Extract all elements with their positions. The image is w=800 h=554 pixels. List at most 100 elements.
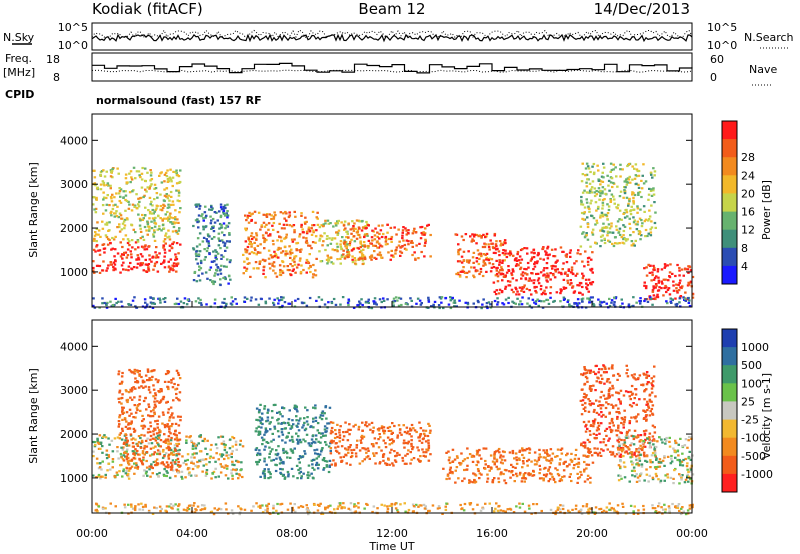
echo-cell bbox=[583, 468, 586, 471]
echo-cell bbox=[681, 452, 684, 455]
colorbar-tick-label: 28 bbox=[741, 151, 755, 164]
echo-cell bbox=[305, 271, 308, 274]
echo-cell bbox=[293, 255, 296, 258]
echo-cell bbox=[216, 219, 219, 222]
echo-cell bbox=[212, 456, 215, 459]
echo-cell bbox=[320, 298, 324, 301]
echo-cell bbox=[347, 298, 350, 301]
echo-cell bbox=[575, 302, 578, 305]
echo-cell bbox=[319, 414, 323, 417]
echo-cell bbox=[249, 275, 252, 278]
echo-cell bbox=[98, 264, 102, 268]
echo-cell bbox=[391, 462, 394, 465]
echo-cell bbox=[281, 415, 284, 418]
echo-cell bbox=[620, 218, 623, 221]
echo-cell bbox=[257, 430, 260, 433]
echo-cell bbox=[195, 258, 198, 261]
echo-cell bbox=[312, 440, 315, 443]
echo-cell bbox=[686, 297, 690, 300]
echo-cell bbox=[677, 454, 680, 457]
echo-cell bbox=[204, 447, 207, 450]
echo-cell bbox=[549, 292, 552, 295]
echo-cell bbox=[568, 475, 571, 478]
echo-cell bbox=[580, 298, 584, 301]
echo-cell bbox=[250, 232, 254, 235]
echo-cell bbox=[144, 385, 147, 388]
echo-cell bbox=[556, 259, 559, 262]
echo-cell bbox=[343, 242, 346, 245]
echo-cell bbox=[532, 248, 536, 251]
echo-cell bbox=[619, 453, 623, 456]
echo-cell bbox=[498, 261, 501, 264]
echo-cell bbox=[207, 234, 210, 237]
echo-cell bbox=[605, 302, 608, 305]
echo-cell bbox=[170, 425, 173, 428]
echo-cell bbox=[196, 237, 200, 240]
echo-cell bbox=[534, 300, 538, 303]
echo-cell bbox=[674, 274, 677, 278]
echo-cell bbox=[326, 219, 330, 222]
echo-cell bbox=[147, 414, 150, 417]
echo-cell bbox=[562, 462, 565, 465]
echo-cell bbox=[347, 448, 350, 451]
echo-cell bbox=[111, 247, 114, 250]
echo-cell bbox=[451, 460, 454, 463]
nave-label: Nave bbox=[749, 63, 777, 76]
echo-cell bbox=[544, 475, 548, 478]
echo-cell bbox=[103, 301, 106, 305]
echo-cell bbox=[474, 269, 478, 272]
noise-right-label: N.Search bbox=[744, 31, 794, 44]
echo-cell bbox=[272, 221, 276, 225]
echo-cell bbox=[148, 468, 151, 471]
echo-cell bbox=[255, 234, 259, 237]
echo-cell bbox=[524, 277, 527, 280]
echo-cell bbox=[119, 464, 122, 467]
echo-cell bbox=[601, 215, 605, 218]
echo-cell bbox=[379, 436, 382, 439]
echo-cell bbox=[645, 371, 649, 374]
echo-cell bbox=[630, 305, 634, 308]
echo-cell bbox=[482, 261, 485, 264]
echo-cell bbox=[493, 290, 496, 293]
echo-cell bbox=[235, 472, 238, 475]
echo-cell bbox=[557, 271, 561, 274]
echo-cell bbox=[269, 233, 272, 236]
echo-cell bbox=[205, 214, 208, 217]
echo-cell bbox=[522, 474, 525, 477]
echo-cell bbox=[684, 297, 687, 300]
echo-cell bbox=[331, 237, 334, 240]
echo-cell bbox=[225, 451, 228, 454]
echo-cell bbox=[178, 200, 181, 203]
echo-cell bbox=[642, 163, 645, 166]
echo-cell bbox=[95, 227, 99, 230]
echo-cell bbox=[568, 251, 572, 254]
echo-cell bbox=[608, 381, 612, 384]
echo-cell bbox=[92, 260, 95, 263]
echo-cell bbox=[263, 240, 266, 244]
echo-cell bbox=[146, 379, 149, 382]
echo-cell bbox=[271, 432, 274, 435]
echo-cell bbox=[117, 216, 120, 219]
echo-cell bbox=[232, 437, 236, 440]
echo-cell bbox=[127, 391, 131, 394]
echo-cell bbox=[638, 474, 642, 478]
echo-cell bbox=[687, 283, 691, 286]
echo-cell bbox=[611, 421, 614, 424]
echo-cell bbox=[644, 459, 647, 462]
echo-cell bbox=[169, 212, 172, 215]
echo-cell bbox=[152, 460, 156, 464]
echo-cell bbox=[392, 464, 395, 467]
echo-cell bbox=[122, 406, 125, 409]
echo-cell bbox=[209, 215, 212, 218]
echo-cell bbox=[125, 442, 128, 446]
echo-cell bbox=[99, 235, 102, 238]
echo-cell bbox=[688, 299, 691, 302]
echo-cell bbox=[615, 225, 618, 228]
echo-cell bbox=[642, 440, 645, 443]
echo-cell bbox=[610, 301, 613, 304]
echo-cell bbox=[626, 446, 629, 449]
echo-cell bbox=[601, 226, 604, 229]
echo-cell bbox=[628, 480, 631, 483]
echo-cell bbox=[536, 298, 539, 301]
echo-cell bbox=[284, 210, 287, 214]
